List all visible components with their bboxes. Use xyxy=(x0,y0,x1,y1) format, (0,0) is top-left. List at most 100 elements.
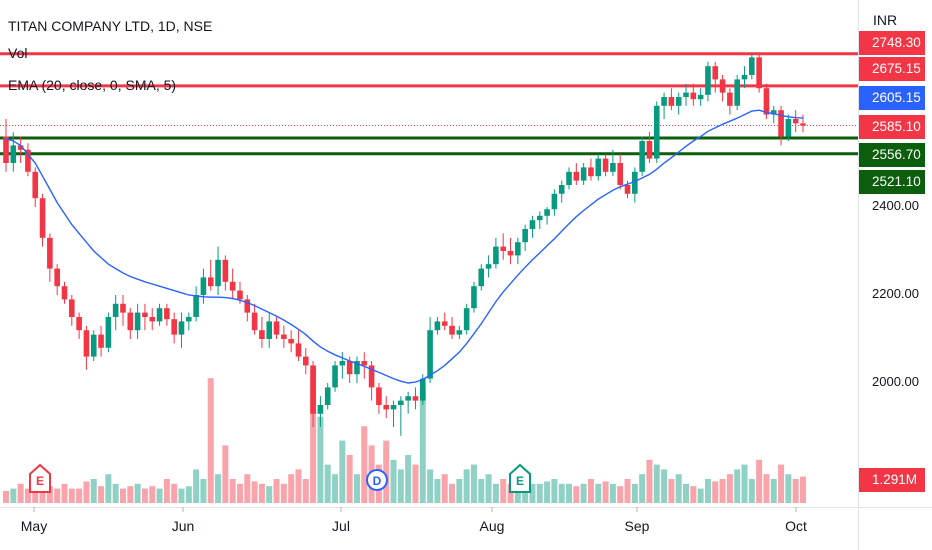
candle-body xyxy=(164,308,170,320)
volume-bar xyxy=(478,479,485,503)
volume-bar xyxy=(112,483,119,503)
candle-body xyxy=(653,105,660,159)
candle-body xyxy=(156,308,163,322)
event-letter: E xyxy=(516,474,524,488)
candle-body xyxy=(90,334,97,357)
volume-bar xyxy=(200,479,207,503)
candle-body xyxy=(741,75,748,80)
volume-bar xyxy=(295,469,302,503)
candle-body xyxy=(756,57,762,89)
volume-bar xyxy=(222,445,229,503)
symbol-title[interactable]: TITAN COMPANY LTD, 1D, NSE xyxy=(8,18,213,34)
candle-body xyxy=(800,123,806,126)
candle-body xyxy=(259,330,265,339)
candle-body xyxy=(83,330,90,357)
candle-body xyxy=(536,215,543,221)
volume-bar xyxy=(193,469,200,503)
candle-body xyxy=(427,330,433,379)
candle-body xyxy=(207,277,214,287)
candle-body xyxy=(624,185,631,194)
candle-body xyxy=(127,312,134,331)
volume-bar xyxy=(266,486,273,503)
candle-body xyxy=(544,209,550,216)
volume-bar xyxy=(310,368,317,503)
volume-bar xyxy=(536,483,543,503)
dividend-event-icon xyxy=(366,469,388,491)
volume-bar xyxy=(236,483,243,503)
volume-bar xyxy=(332,474,339,503)
candle-body xyxy=(449,325,455,335)
candle-body xyxy=(346,361,353,375)
volume-bar xyxy=(105,474,112,503)
volume-bar xyxy=(595,483,602,503)
candle-body xyxy=(558,185,565,194)
candle-body xyxy=(441,321,448,326)
candle-body xyxy=(354,361,360,375)
volume-bar xyxy=(719,479,726,503)
price-tag-support: 2556.70 xyxy=(859,143,925,167)
candle-body xyxy=(770,110,777,115)
candle-body xyxy=(566,171,572,185)
candle-body xyxy=(675,97,682,106)
candle-body xyxy=(324,387,331,405)
candle-body xyxy=(302,356,309,366)
candle-body xyxy=(244,299,251,313)
time-label-jun: Jun xyxy=(171,518,195,534)
volume-bar xyxy=(383,440,390,503)
volume-bar xyxy=(46,486,53,503)
candle-body xyxy=(792,119,799,124)
volume-bar xyxy=(302,479,309,503)
volume-bar xyxy=(10,488,17,503)
price-tag-resistance: 2675.15 xyxy=(859,57,925,81)
candle-body xyxy=(580,167,587,181)
candle-body xyxy=(522,229,528,243)
candle-body xyxy=(390,405,397,410)
candle-body xyxy=(405,396,411,401)
volume-bar xyxy=(273,479,280,503)
candle-body xyxy=(310,365,316,414)
candle-body xyxy=(398,400,404,405)
volume-bar xyxy=(507,483,514,503)
volume-bar xyxy=(587,479,594,503)
candle-body xyxy=(134,312,141,331)
volume-bar xyxy=(683,483,690,503)
volume-bar xyxy=(566,483,573,503)
volume-bar xyxy=(90,479,97,503)
candle-body xyxy=(105,317,112,348)
volume-bar xyxy=(668,479,675,503)
volume-bar xyxy=(339,440,346,503)
volume-indicator-label[interactable]: Vol xyxy=(8,45,28,61)
volume-bar xyxy=(3,491,9,503)
candle-body xyxy=(317,405,324,414)
candle-body xyxy=(712,66,719,80)
volume-bar xyxy=(141,488,148,503)
volume-bar xyxy=(770,479,777,503)
volume-bar xyxy=(741,464,748,503)
candle-body xyxy=(193,295,199,317)
candle-body xyxy=(69,299,75,317)
volume-bar xyxy=(463,469,470,503)
volume-bar xyxy=(405,455,412,503)
price-tag-support-low: 2521.10 xyxy=(859,170,925,194)
volume-bar xyxy=(317,416,324,503)
volume-bar xyxy=(726,474,733,503)
candle-body xyxy=(171,319,177,335)
event-letter: D xyxy=(373,474,382,488)
candle-body xyxy=(98,334,104,348)
volume-bar xyxy=(485,474,492,503)
candle-body xyxy=(463,308,470,331)
volume-bar xyxy=(76,488,83,503)
candle-body xyxy=(719,79,726,93)
volume-bar xyxy=(675,474,682,503)
volume-bar xyxy=(427,469,434,503)
volume-bar xyxy=(441,474,448,503)
volume-bar xyxy=(353,474,360,503)
candle-body xyxy=(54,268,60,287)
volume-bar xyxy=(288,474,295,503)
candle-body xyxy=(17,145,24,150)
price-tag-ema: 2605.15 xyxy=(859,86,925,110)
candle-body xyxy=(25,149,31,172)
ema-indicator-label[interactable]: EMA (20, close, 0, SMA, 5) xyxy=(8,77,177,93)
volume-bar xyxy=(324,464,331,503)
